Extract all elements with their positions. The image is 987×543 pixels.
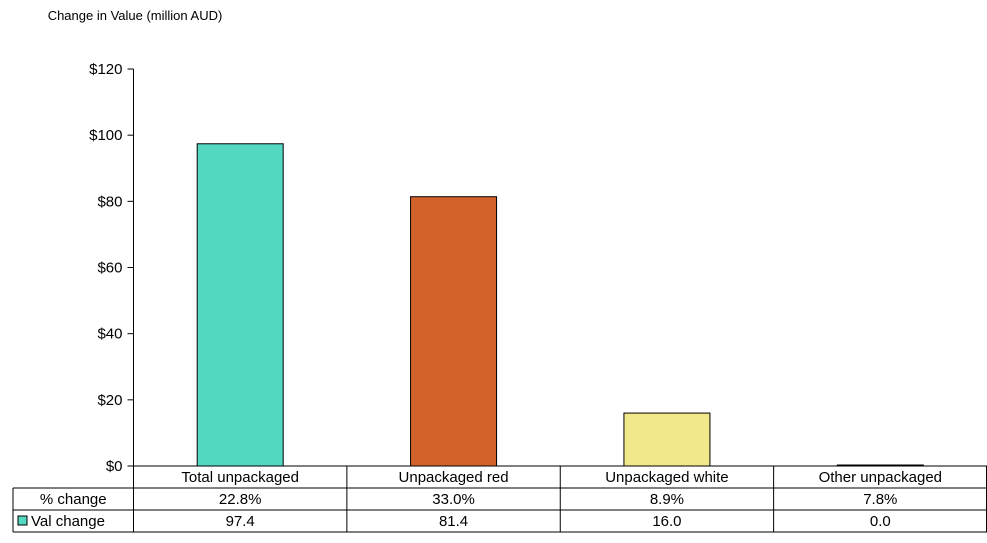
y-tick-label: $100	[89, 127, 122, 144]
table-cell: 7.8%	[863, 491, 897, 508]
y-axis-title: Change in Value (million AUD)	[47, 8, 223, 23]
y-tick-label: $80	[97, 193, 122, 210]
bar	[410, 196, 498, 467]
table-cell: 22.8%	[219, 491, 262, 508]
table-row-label: % change	[40, 491, 107, 508]
table-cell: 8.9%	[650, 491, 684, 508]
category-label: Total unpackaged	[181, 469, 299, 486]
y-tick-label: $20	[97, 392, 122, 409]
y-tick-label: $40	[97, 326, 122, 343]
table-cell: 33.0%	[432, 491, 475, 508]
table-cell: 16.0	[652, 513, 681, 530]
table-cell: 81.4	[439, 513, 468, 530]
table-cell: 97.4	[226, 513, 255, 530]
y-tick-label: $0	[106, 458, 123, 475]
table-cell: 0.0	[870, 513, 891, 530]
y-tick-label: $120	[89, 61, 122, 78]
legend-swatch	[17, 515, 28, 526]
category-label: Other unpackaged	[819, 469, 942, 486]
bar	[196, 143, 284, 467]
bar	[623, 412, 711, 467]
table-row-label: Val change	[31, 513, 105, 530]
category-label: Unpackaged red	[399, 469, 509, 486]
y-tick-label: $60	[97, 260, 122, 277]
category-label: Unpackaged white	[605, 469, 728, 486]
